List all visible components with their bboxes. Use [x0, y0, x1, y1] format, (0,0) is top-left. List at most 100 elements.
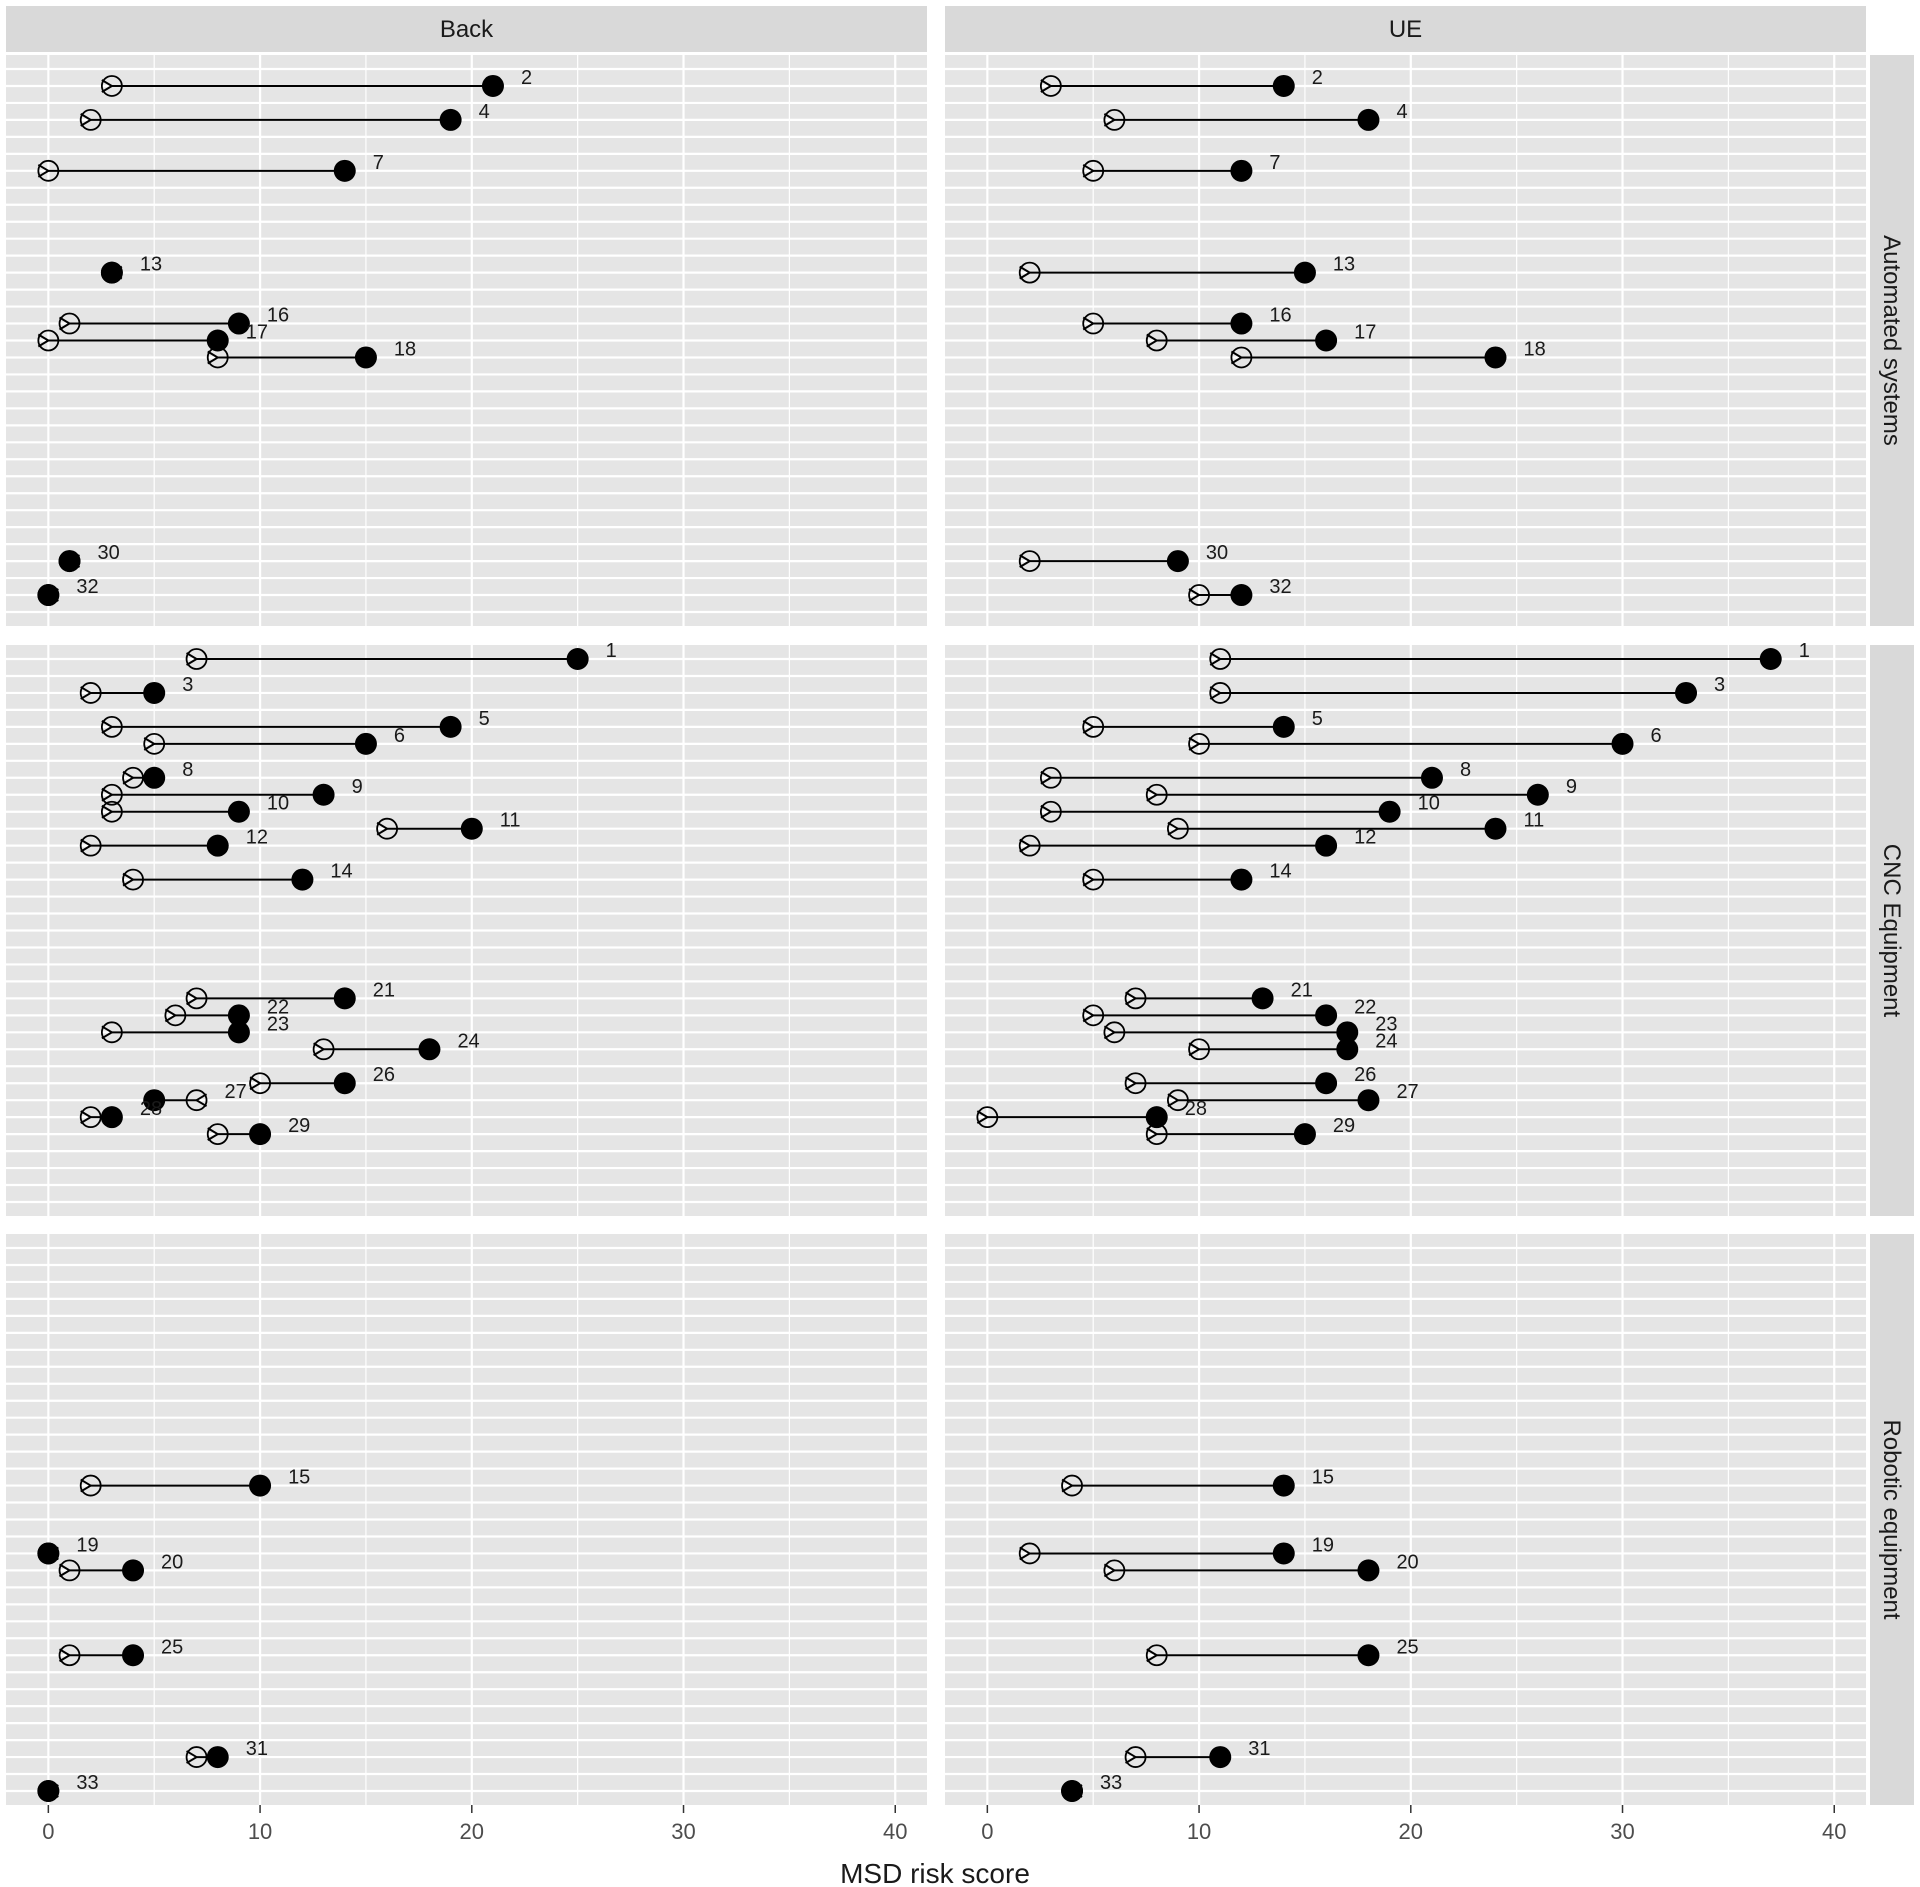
pre-point-filled [439, 108, 462, 131]
pre-point-filled [1759, 648, 1782, 670]
dumbbell-arrowhead [186, 991, 199, 1006]
point-label: 33 [76, 1772, 98, 1794]
post-point-open [164, 1004, 187, 1027]
pre-point-filled [1315, 329, 1338, 352]
point-label: 5 [479, 708, 490, 730]
point-label: 24 [1375, 1030, 1397, 1052]
dumbbell-arrowhead [376, 821, 390, 836]
pre-point-filled [227, 800, 250, 823]
point-label: 24 [457, 1030, 479, 1052]
dumbbell-arrowhead [186, 652, 199, 666]
pre-point-filled [122, 1559, 145, 1582]
dumbbell-arrowhead [1209, 652, 1223, 666]
facet-strips: Automated systems CNC Equipment Robotic eq… [6, 6, 1914, 1805]
point-label: 15 [288, 1467, 310, 1489]
post-point-open [143, 732, 166, 755]
dumbbell-arrowhead [1082, 872, 1096, 887]
pre-point-filled [1357, 1089, 1380, 1112]
point-label: 25 [161, 1636, 183, 1658]
point-label: 32 [1269, 576, 1291, 598]
pre-point-filled [227, 312, 250, 335]
point-label: 13 [140, 254, 162, 276]
post-point-open [1124, 1746, 1147, 1768]
pre-point-filled [249, 1123, 272, 1146]
dumbbell-arrowhead [1040, 804, 1053, 819]
point-label: 14 [1269, 861, 1291, 883]
dumbbell-arrowhead [313, 1042, 326, 1057]
post-point-open [1103, 1559, 1126, 1582]
post-point-open [1082, 312, 1105, 335]
point-label: 23 [267, 1013, 289, 1035]
post-point-open [1188, 584, 1210, 606]
dumbbell-arrowhead [122, 872, 135, 887]
post-point-open [79, 682, 102, 704]
point-label: 17 [1354, 322, 1376, 344]
point-label: 19 [76, 1534, 98, 1556]
post-point-open [1145, 1644, 1168, 1667]
pre-point-filled [122, 1644, 145, 1667]
dumbbell-arrowhead [1188, 588, 1202, 602]
x-axes: 0 10 20 30 40 0 10 20 30 40 [42, 1805, 1846, 1844]
point-label: 22 [1354, 996, 1376, 1018]
dumbbell-arrowhead [143, 736, 157, 751]
dumbbell-arrowhead [1146, 1127, 1159, 1141]
column-strip [945, 6, 1866, 52]
post-point-open [37, 159, 60, 182]
point-label: 20 [161, 1551, 183, 1573]
pre-point-filled [333, 1072, 356, 1095]
post-point-open [376, 817, 399, 840]
dumbbell-arrowhead [1040, 770, 1053, 785]
post-point-open [1145, 1123, 1168, 1146]
pre-point-filled [481, 74, 504, 97]
pre-point-filled [1315, 1072, 1338, 1095]
post-point-open [1018, 550, 1041, 572]
dumbbell-arrowhead [1125, 991, 1138, 1006]
pre-point-filled [206, 834, 229, 857]
x-tick-label: 30 [1610, 1819, 1634, 1844]
point-label: 10 [267, 793, 289, 815]
post-point-open [100, 1021, 123, 1044]
dumbbell-arrowhead [1103, 1025, 1117, 1040]
point-label: 9 [352, 776, 363, 798]
dumbbell-arrowhead [207, 350, 220, 365]
dumbbell-arrowhead [1125, 1076, 1138, 1091]
point-label: 6 [1651, 725, 1662, 747]
point-label: 21 [1291, 979, 1313, 1001]
dumbbell-arrowhead [164, 1008, 178, 1023]
point-label: 9 [1566, 776, 1577, 798]
pre-point-filled [100, 1106, 123, 1129]
post-point-open [58, 1559, 81, 1582]
point-label: 26 [1354, 1064, 1376, 1086]
point-label: 3 [1714, 674, 1725, 696]
post-point-open [122, 868, 144, 891]
dumbbell-arrowhead [59, 1563, 72, 1578]
pre-point-filled [566, 648, 589, 670]
point-label: 27 [1396, 1081, 1418, 1103]
point-label: 30 [98, 542, 120, 564]
row-strip [1870, 645, 1914, 1216]
dumbbell-arrowhead [249, 1076, 263, 1091]
point-label: 2 [1312, 67, 1323, 89]
post-point-open [1061, 1474, 1083, 1497]
point-label: 4 [479, 101, 490, 123]
point-label: 30 [1206, 542, 1228, 564]
column-strip-label: UE [1389, 16, 1422, 43]
pre-point-filled [354, 346, 377, 369]
point-label: 27 [225, 1081, 247, 1103]
point-label: 1 [606, 640, 617, 662]
post-point-open [206, 1123, 229, 1146]
point-label: 17 [246, 322, 268, 344]
post-point-open [1082, 715, 1105, 738]
post-point-open [37, 329, 60, 352]
dumbbell-arrowhead [1209, 686, 1223, 700]
column-strip-label: Back [440, 16, 494, 43]
post-point-open [1166, 817, 1189, 840]
pre-point-filled [206, 329, 229, 352]
dumbbell-arrowhead [80, 1478, 93, 1493]
post-point-open [100, 715, 123, 738]
dumbbell-arrowhead [59, 1648, 72, 1663]
pre-point-filled [1230, 868, 1253, 891]
x-tick-label: 40 [883, 1819, 907, 1844]
dumbbell-arrowhead [1146, 787, 1159, 802]
dumbbell-arrowhead [122, 770, 135, 785]
